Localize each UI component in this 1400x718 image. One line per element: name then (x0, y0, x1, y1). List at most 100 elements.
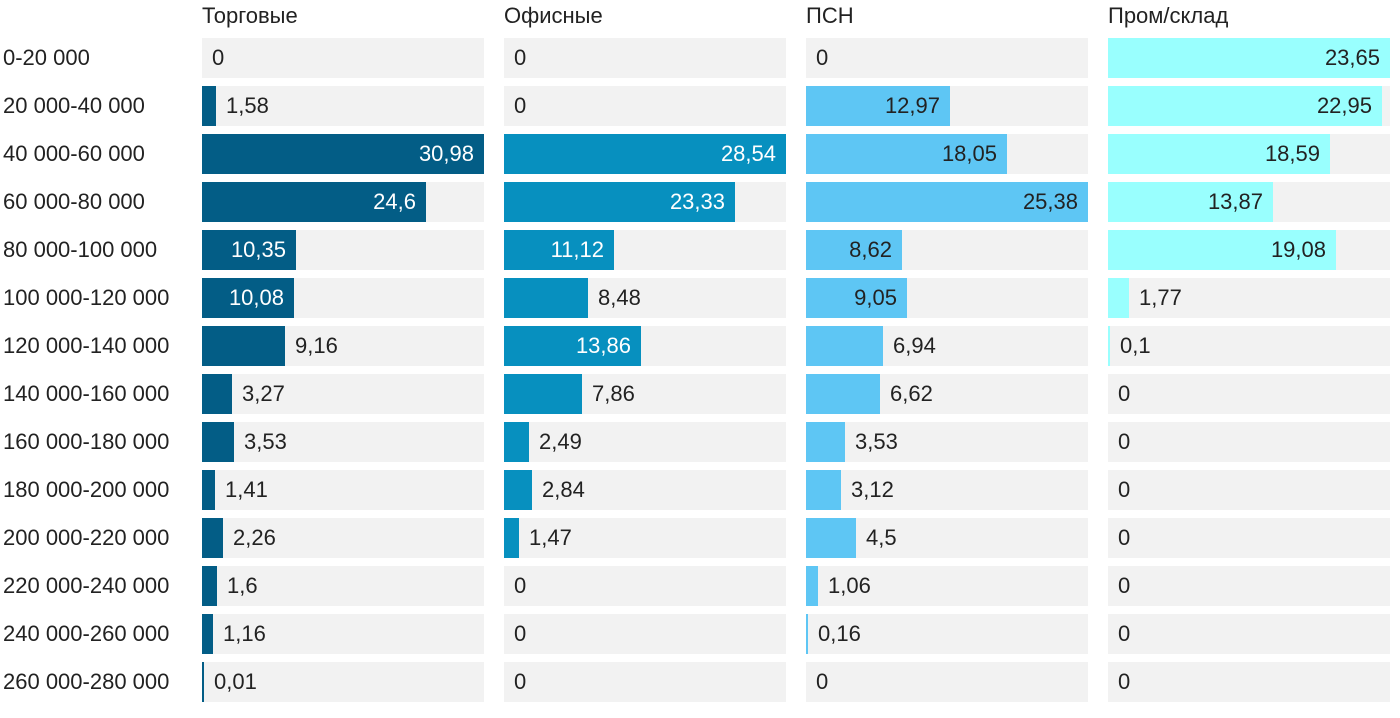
category-label: 120 000-140 000 (3, 333, 170, 358)
series-header: Пром/склад (1108, 3, 1229, 28)
bar-track (1108, 566, 1390, 606)
data-label: 1,06 (828, 573, 871, 598)
bar (504, 134, 786, 174)
data-label: 0 (816, 669, 829, 694)
data-label: 10,08 (228, 285, 284, 310)
category-label: 0-20 000 (3, 45, 90, 70)
bar-track (1108, 470, 1390, 510)
category-label: 100 000-120 000 (3, 285, 170, 310)
bar-track (806, 614, 1088, 654)
bar-track (202, 38, 484, 78)
bar-track (1108, 326, 1390, 366)
bar-track (504, 662, 786, 702)
bar (504, 518, 519, 558)
data-label: 18,05 (941, 141, 997, 166)
bar (806, 182, 1088, 222)
data-label: 1,77 (1139, 285, 1182, 310)
data-label: 0 (514, 621, 527, 646)
data-label: 0 (1118, 621, 1131, 646)
series-header: Офисные (504, 3, 603, 28)
data-label: 6,94 (893, 333, 936, 358)
bar (1108, 86, 1382, 126)
bar (504, 422, 529, 462)
data-label: 10,35 (230, 237, 286, 262)
data-label: 2,49 (539, 429, 582, 454)
data-label: 3,12 (851, 477, 894, 502)
bar (806, 86, 950, 126)
bar (806, 278, 907, 318)
bar (504, 182, 735, 222)
data-label: 7,86 (592, 381, 635, 406)
category-label: 140 000-160 000 (3, 381, 170, 406)
bar-track (806, 422, 1088, 462)
bar-track (504, 38, 786, 78)
data-label: 24,6 (373, 189, 416, 214)
data-label: 19,08 (1270, 237, 1326, 262)
bar (504, 470, 532, 510)
bar-track (1108, 278, 1390, 318)
data-label: 0 (514, 93, 527, 118)
bar (202, 518, 223, 558)
data-label: 1,58 (226, 93, 269, 118)
data-label: 0 (1118, 525, 1131, 550)
data-label: 0 (1118, 477, 1131, 502)
data-label: 0,16 (818, 621, 861, 646)
data-label: 3,53 (855, 429, 898, 454)
bar (806, 566, 818, 606)
category-label: 260 000-280 000 (3, 669, 170, 694)
data-label: 23,33 (669, 189, 725, 214)
data-label: 2,26 (233, 525, 276, 550)
bar-track (202, 614, 484, 654)
bar (202, 230, 296, 270)
data-label: 3,27 (242, 381, 285, 406)
bar (1108, 134, 1330, 174)
bar-track (202, 422, 484, 462)
bar (504, 326, 641, 366)
bar (806, 614, 808, 654)
bar-track (504, 86, 786, 126)
data-label: 13,86 (575, 333, 631, 358)
bar (504, 230, 614, 270)
bar-track (202, 566, 484, 606)
bar-track (504, 518, 786, 558)
bar-track (806, 662, 1088, 702)
bar (202, 422, 234, 462)
data-label: 1,41 (225, 477, 268, 502)
category-label: 160 000-180 000 (3, 429, 170, 454)
data-label: 18,59 (1264, 141, 1320, 166)
bar-track (806, 566, 1088, 606)
bar-track (1108, 422, 1390, 462)
bar (806, 326, 883, 366)
bar (806, 374, 880, 414)
data-label: 0 (1118, 669, 1131, 694)
data-label: 0 (514, 669, 527, 694)
bar (504, 278, 588, 318)
category-label: 180 000-200 000 (3, 477, 170, 502)
category-label: 80 000-100 000 (3, 237, 158, 262)
bar-track (202, 662, 484, 702)
bar (504, 374, 582, 414)
bar-track (202, 470, 484, 510)
bar-track (202, 86, 484, 126)
data-label: 13,87 (1207, 189, 1263, 214)
data-label: 0 (816, 45, 829, 70)
bar-track (504, 422, 786, 462)
bar (1108, 278, 1129, 318)
bar (1108, 38, 1390, 78)
category-label: 220 000-240 000 (3, 573, 170, 598)
data-label: 11,12 (550, 237, 604, 262)
data-label: 0,1 (1120, 333, 1151, 358)
data-label: 9,16 (295, 333, 338, 358)
data-label: 22,95 (1316, 93, 1372, 118)
bar-track (806, 470, 1088, 510)
bar (806, 470, 841, 510)
bar (806, 422, 845, 462)
bar (202, 182, 426, 222)
bar (202, 278, 294, 318)
data-label: 0,01 (214, 669, 257, 694)
data-label: 0 (514, 573, 527, 598)
bar (806, 230, 902, 270)
data-label: 0 (1118, 429, 1131, 454)
bar (202, 326, 285, 366)
